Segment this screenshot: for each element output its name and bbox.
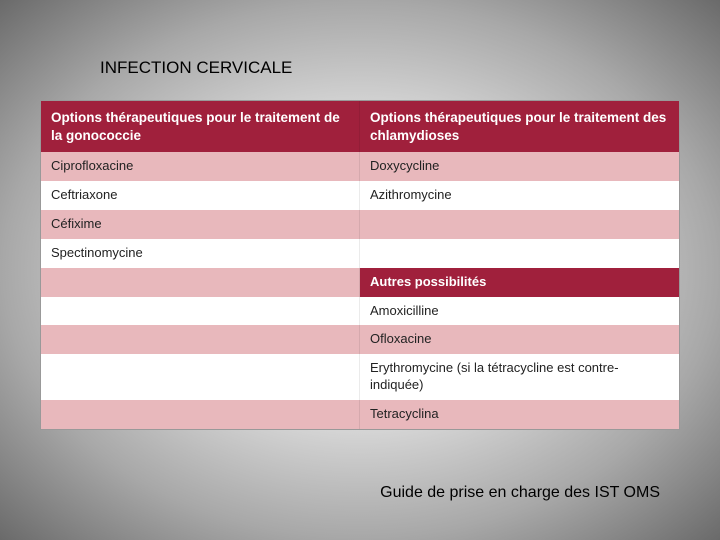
cell-left: Ciprofloxacine — [41, 152, 360, 181]
cell-right: Ofloxacine — [360, 325, 679, 354]
footer-caption: Guide de prise en charge des IST OMS — [380, 484, 660, 502]
table-row: Ofloxacine — [41, 325, 679, 354]
table-row: Autres possibilités — [41, 268, 679, 297]
cell-right: Doxycycline — [360, 152, 679, 181]
table-row: Céfixime — [41, 210, 679, 239]
cell-left — [41, 297, 360, 326]
cell-left — [41, 400, 360, 429]
cell-left — [41, 268, 360, 297]
cell-left — [41, 354, 360, 400]
cell-right: Erythromycine (si la tétracycline est co… — [360, 354, 679, 400]
cell-right: Tetracyclina — [360, 400, 679, 429]
cell-left: Ceftriaxone — [41, 181, 360, 210]
subheader-right: Autres possibilités — [360, 268, 679, 297]
table-row: Amoxicilline — [41, 297, 679, 326]
table-row: Spectinomycine — [41, 239, 679, 268]
cell-right: Amoxicilline — [360, 297, 679, 326]
cell-left: Céfixime — [41, 210, 360, 239]
page-title: INFECTION CERVICALE — [100, 58, 292, 78]
cell-right — [360, 210, 679, 239]
cell-right: Azithromycine — [360, 181, 679, 210]
header-right: Options thérapeutiques pour le traitemen… — [360, 101, 679, 152]
therapy-table: Options thérapeutiques pour le traitemen… — [40, 100, 680, 430]
table-header-row: Options thérapeutiques pour le traitemen… — [41, 101, 679, 152]
cell-left — [41, 325, 360, 354]
header-left: Options thérapeutiques pour le traitemen… — [41, 101, 360, 152]
cell-left: Spectinomycine — [41, 239, 360, 268]
table-row: Erythromycine (si la tétracycline est co… — [41, 354, 679, 400]
cell-right — [360, 239, 679, 268]
table-row: Ciprofloxacine Doxycycline — [41, 152, 679, 181]
table-row: Tetracyclina — [41, 400, 679, 429]
table-row: Ceftriaxone Azithromycine — [41, 181, 679, 210]
